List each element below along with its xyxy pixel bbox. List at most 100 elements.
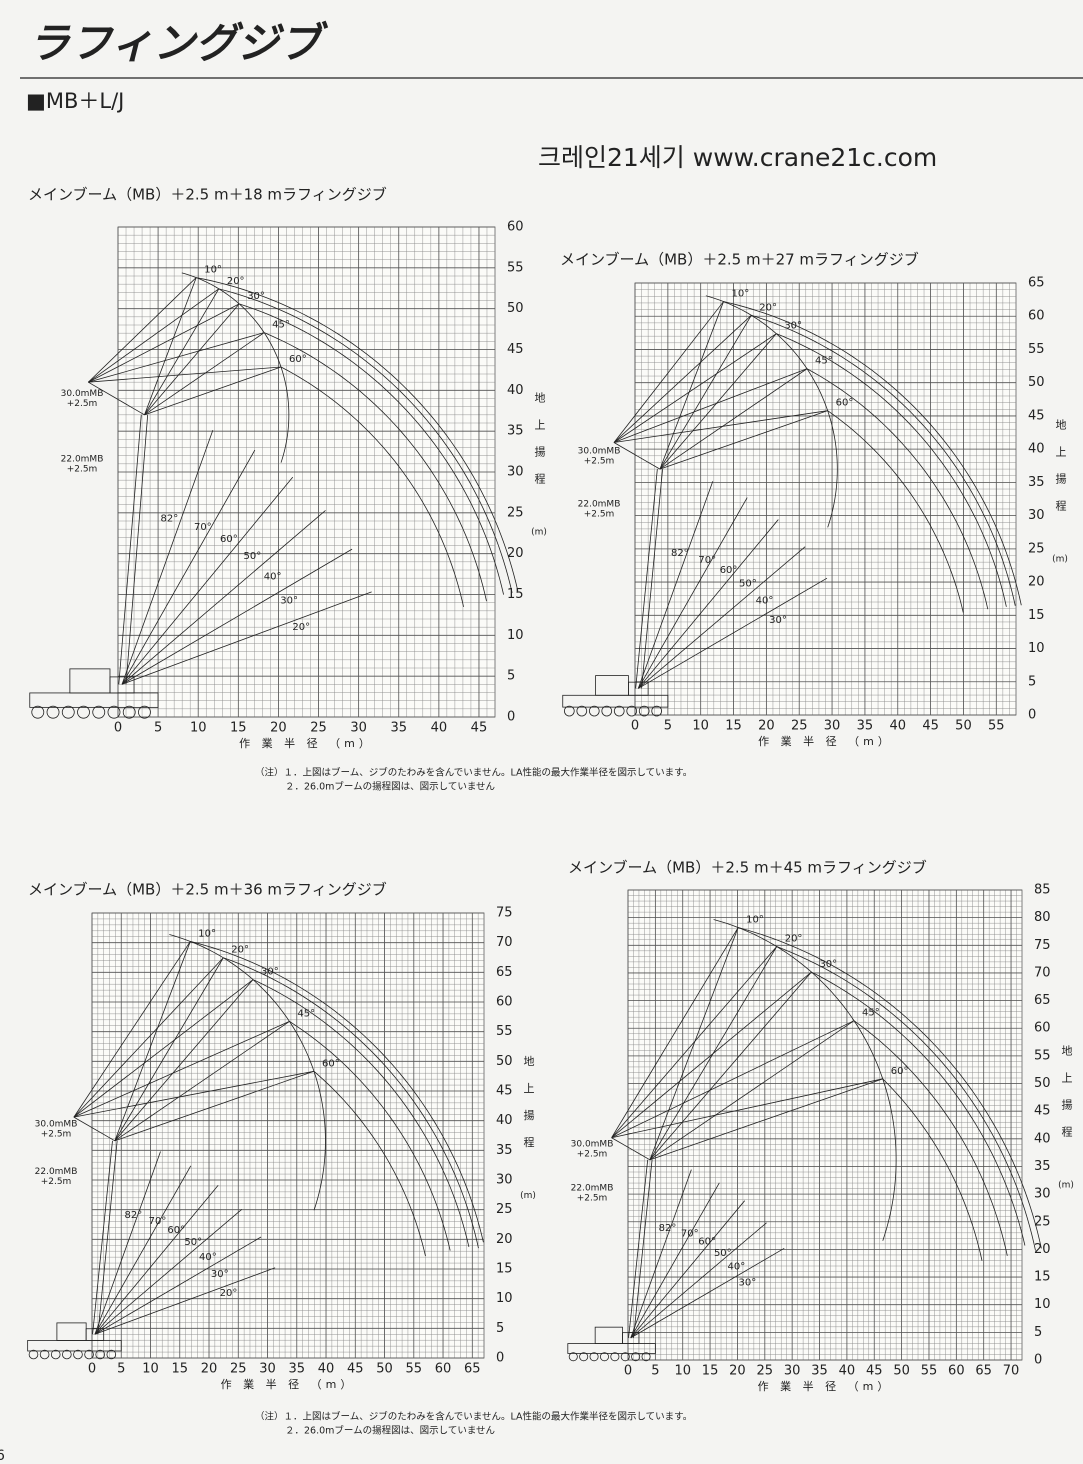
jib-angle-label: 45°	[815, 356, 833, 367]
jib-angle-label: 45°	[272, 320, 290, 331]
y-tick-label: 25	[496, 1202, 513, 1217]
x-tick-label: 30	[784, 1364, 801, 1379]
x-tick-label: 30	[350, 721, 367, 736]
boom-position	[637, 481, 714, 689]
note-line: （注）１．上図はブーム、ジブのたわみを含んでいません。LA性能の最大作業半径を図…	[255, 767, 692, 779]
wheel	[563, 705, 575, 717]
y-axis-label: 地上揚程	[1060, 1045, 1073, 1153]
jib	[144, 303, 240, 416]
y-tick-label: 5	[507, 669, 515, 684]
y-axis-unit: (m)	[1058, 1181, 1074, 1191]
y-tick-label: 65	[1034, 993, 1051, 1008]
cab	[56, 1322, 87, 1341]
y-tick-label: 20	[507, 546, 524, 561]
backstay	[611, 1078, 883, 1139]
cab	[628, 681, 649, 696]
x-tick-label: 30	[259, 1362, 276, 1377]
x-tick-label: 25	[791, 719, 808, 734]
y-tick-label: 35	[1034, 1159, 1051, 1174]
boom-note: 30.0mMB	[61, 389, 104, 399]
working-range-arc	[853, 1020, 1008, 1256]
y-tick-label: 30	[1034, 1187, 1051, 1202]
working-range-arc	[882, 1078, 983, 1261]
note-line: ２．26.0mブームの揚程図は、図示していません	[285, 781, 495, 793]
jib-angle-label: 30°	[819, 959, 837, 970]
jib-angle-label: 20°	[785, 934, 803, 945]
jib	[649, 971, 812, 1161]
y-tick-label: 50	[1028, 375, 1045, 390]
y-tick-label: 40	[1028, 442, 1045, 457]
backstay	[613, 368, 808, 443]
wheel	[31, 705, 45, 719]
y-tick-label: 15	[1034, 1270, 1051, 1285]
jib	[659, 410, 828, 470]
boom-position	[638, 577, 828, 689]
boom-position	[630, 1200, 745, 1339]
x-tick-label: 50	[893, 1364, 910, 1379]
y-tick-label: 30	[507, 465, 524, 480]
x-tick-label: 10	[142, 1362, 159, 1377]
x-tick-label: 15	[725, 719, 742, 734]
working-range-arc	[313, 1070, 426, 1257]
boom-note: 30.0mMB	[35, 1119, 78, 1129]
x-tick-label: 5	[154, 721, 162, 736]
boom-note: +2.5m	[577, 1194, 608, 1204]
wheel	[638, 705, 650, 717]
jib-angle-label: 60°	[322, 1058, 340, 1069]
x-axis-label: 作 業 半 径 （m）	[758, 734, 893, 748]
boom-angle-label: 82°	[671, 548, 689, 559]
boom-angle-label: 40°	[264, 572, 282, 583]
y-axis-label: 地上揚程	[533, 392, 546, 500]
boom-note: +2.5m	[584, 509, 615, 519]
backstay	[88, 366, 282, 383]
backstay	[73, 1070, 315, 1118]
wheel	[39, 1349, 50, 1360]
jib-angle-label: 60°	[891, 1066, 909, 1077]
jib-sweep-arc	[169, 934, 326, 1211]
boom-position	[630, 1247, 785, 1339]
boom-note: +2.5m	[584, 456, 615, 466]
jib-angle-label: 45°	[862, 1008, 880, 1019]
y-tick-label: 50	[496, 1054, 513, 1069]
boom-angle-label: 30°	[280, 595, 298, 606]
boom-note: 30.0mMB	[578, 446, 621, 456]
working-range-arc	[776, 333, 1007, 607]
x-tick-label: 40	[839, 1364, 856, 1379]
x-tick-label: 0	[631, 719, 639, 734]
boom-angle-label: 40°	[727, 1262, 745, 1273]
main-boom	[92, 1140, 113, 1335]
jib-angle-label: 10°	[732, 289, 750, 300]
jib-angle-label: 60°	[289, 354, 307, 365]
working-range-arc	[738, 927, 1042, 1249]
y-tick-label: 60	[496, 995, 513, 1010]
cab	[595, 675, 629, 696]
jib-angle-label: 20°	[231, 945, 249, 956]
working-range-arc	[806, 368, 989, 610]
x-tick-label: 10	[692, 719, 709, 734]
boom-note: 22.0mMB	[35, 1167, 78, 1177]
y-tick-label: 50	[1034, 1076, 1051, 1091]
x-tick-label: 35	[857, 719, 874, 734]
wheel	[626, 705, 638, 717]
x-axis-label: 作 業 半 径 （m）	[758, 1379, 893, 1393]
boom-position	[121, 548, 353, 685]
backstay	[613, 410, 828, 443]
y-tick-label: 30	[496, 1173, 513, 1188]
cab	[622, 1332, 640, 1344]
y-tick-label: 40	[1034, 1131, 1051, 1146]
x-tick-label: 60	[435, 1362, 452, 1377]
range-chart: メインブーム（MB）＋2.5 m＋36 mラフィングジブ 0 5 10 15 20 25 30…	[27, 881, 536, 1391]
jib-angle-label: 10°	[746, 915, 764, 926]
x-tick-label: 50	[376, 1362, 393, 1377]
jib	[114, 1070, 315, 1142]
x-tick-label: 40	[318, 1362, 335, 1377]
backstay	[88, 332, 265, 383]
wheel	[84, 1349, 94, 1360]
jib	[144, 332, 265, 416]
boom-note: +2.5m	[41, 1177, 72, 1187]
y-tick-label: 40	[507, 383, 524, 398]
boom-angle-label: 50°	[714, 1248, 732, 1259]
boom-angle-label: 20°	[220, 1288, 238, 1299]
boom-position	[94, 1208, 243, 1335]
x-tick-label: 45	[922, 719, 939, 734]
